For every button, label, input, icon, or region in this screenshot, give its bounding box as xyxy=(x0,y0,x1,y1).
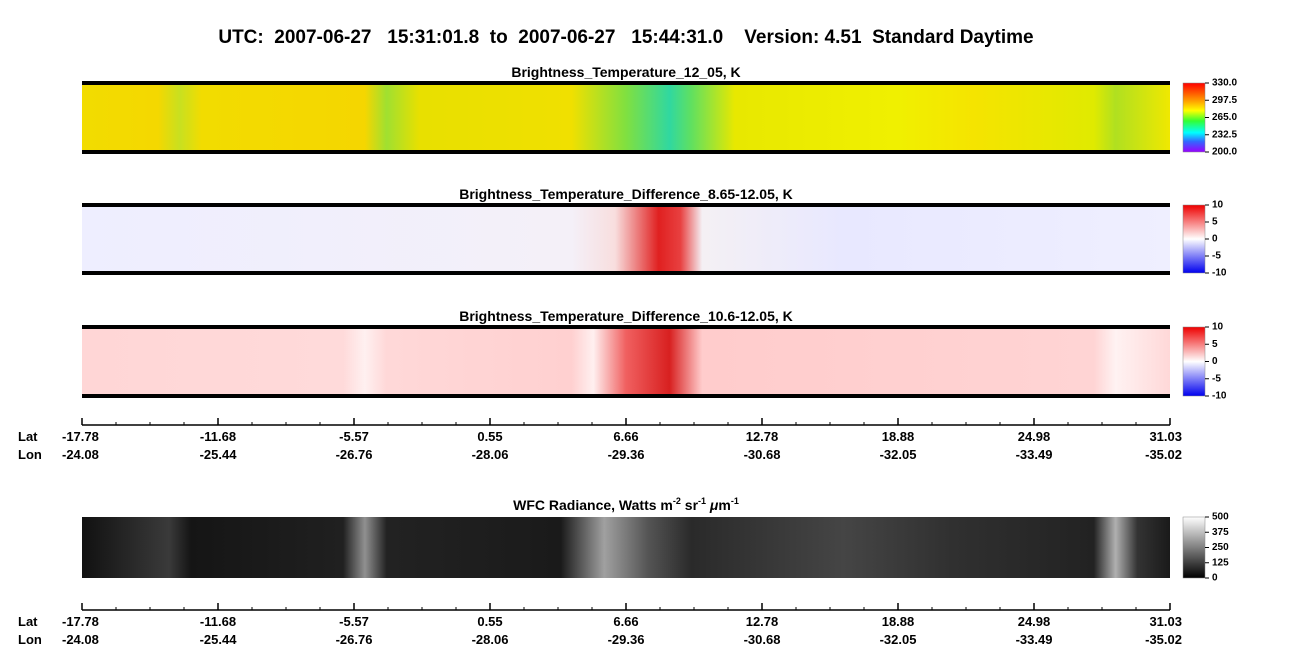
lon-tick-label: -32.05 xyxy=(880,632,917,647)
lon-tick-label: -33.49 xyxy=(1016,447,1053,462)
colorbar-tick-label: 297.5 xyxy=(1212,95,1237,106)
colorbar-tick-label: 200.0 xyxy=(1212,147,1237,158)
lat-tick-label: 18.88 xyxy=(882,614,915,629)
lat-tick-label: -5.57 xyxy=(339,614,369,629)
colorbar-tick-label: 5 xyxy=(1212,217,1218,228)
panel-title: Brightness_Temperature_12_05, K xyxy=(511,64,740,80)
swath-edge xyxy=(82,203,1170,207)
lon-label: Lon xyxy=(18,632,42,647)
page-title: UTC: 2007-06-27 15:31:01.8 to 2007-06-27… xyxy=(218,27,1033,48)
lon-label: Lon xyxy=(18,447,42,462)
swath-edge xyxy=(82,271,1170,275)
title-sup: -1 xyxy=(731,496,739,506)
colorbar-tick-label: -10 xyxy=(1212,391,1227,402)
colorbar-tick-label: 232.5 xyxy=(1212,129,1237,140)
title-sup: -2 xyxy=(673,496,681,506)
lon-tick-label: -30.68 xyxy=(744,632,781,647)
swath-image xyxy=(82,327,1170,396)
lat-tick-label: 24.98 xyxy=(1018,429,1051,444)
lon-tick-label: -32.05 xyxy=(880,447,917,462)
colorbar-tick-label: 250 xyxy=(1212,542,1229,553)
lon-tick-label: -35.02 xyxy=(1145,632,1182,647)
lat-tick-label: 24.98 xyxy=(1018,614,1051,629)
colorbar xyxy=(1182,516,1206,579)
lat-tick-label: 12.78 xyxy=(746,429,779,444)
lon-tick-label: -28.06 xyxy=(472,632,509,647)
colorbar-tick-label: -5 xyxy=(1212,251,1221,262)
colorbar-tick-label: -5 xyxy=(1212,373,1221,384)
panel-title: Brightness_Temperature_Difference_8.65-1… xyxy=(459,186,793,202)
title-part: sr xyxy=(681,497,699,513)
lat-tick-label: -5.57 xyxy=(339,429,369,444)
swath-edge xyxy=(82,325,1170,329)
lat-tick-label: 12.78 xyxy=(746,614,779,629)
colorbar-tick-label: 265.0 xyxy=(1212,112,1237,123)
lat-tick-label: 6.66 xyxy=(613,429,638,444)
colorbar-tick-label: 500 xyxy=(1212,512,1229,523)
lat-tick-label: 18.88 xyxy=(882,429,915,444)
swath-image xyxy=(82,517,1170,578)
lon-tick-label: -24.08 xyxy=(62,632,99,647)
swath-edge xyxy=(82,394,1170,398)
lat-tick-label: 0.55 xyxy=(477,614,502,629)
colorbar-tick-label: 375 xyxy=(1212,527,1229,538)
colorbar-tick-label: 0 xyxy=(1212,573,1218,584)
lat-tick-label: 31.03 xyxy=(1149,429,1182,444)
lon-tick-label: -26.76 xyxy=(336,632,373,647)
swath-edge xyxy=(82,81,1170,85)
colorbar-tick-label: 0 xyxy=(1212,356,1218,367)
colorbar-tick-label: 10 xyxy=(1212,322,1224,333)
colorbar xyxy=(1182,326,1206,397)
title-sup: -1 xyxy=(698,496,706,506)
lon-tick-label: -29.36 xyxy=(608,447,645,462)
lat-tick-label: -11.68 xyxy=(200,429,236,444)
lon-tick-label: -35.02 xyxy=(1145,447,1182,462)
colorbar-tick-label: 10 xyxy=(1212,200,1224,211)
lon-tick-label: -24.08 xyxy=(62,447,99,462)
lon-tick-label: -26.76 xyxy=(336,447,373,462)
colorbar-tick-label: -10 xyxy=(1212,268,1227,279)
lat-tick-label: 0.55 xyxy=(477,429,502,444)
lat-label: Lat xyxy=(18,614,38,629)
lat-tick-label: -17.78 xyxy=(62,429,99,444)
colorbar-tick-label: 0 xyxy=(1212,234,1218,245)
panel-title: Brightness_Temperature_Difference_10.6-1… xyxy=(459,308,793,324)
lat-tick-label: -11.68 xyxy=(200,614,236,629)
swath-image xyxy=(82,205,1170,273)
title-part: m xyxy=(718,497,730,513)
title-part: WFC Radiance, Watts m xyxy=(513,497,673,513)
colorbar-tick-label: 125 xyxy=(1212,557,1229,568)
colorbar-tick-label: 5 xyxy=(1212,339,1218,350)
lon-tick-label: -25.44 xyxy=(200,447,238,462)
lon-tick-label: -33.49 xyxy=(1016,632,1053,647)
lon-tick-label: -28.06 xyxy=(472,447,509,462)
panel-title: WFC Radiance, Watts m-2 sr-1 μm-1 xyxy=(513,496,739,513)
swath-image xyxy=(82,83,1170,152)
colorbar xyxy=(1182,204,1206,274)
colorbar-tick-label: 330.0 xyxy=(1212,78,1237,89)
lat-tick-label: 31.03 xyxy=(1149,614,1182,629)
lat-label: Lat xyxy=(18,429,38,444)
title-part: μ xyxy=(709,497,719,513)
lon-tick-label: -25.44 xyxy=(200,632,238,647)
lat-tick-label: -17.78 xyxy=(62,614,99,629)
swath-edge xyxy=(82,150,1170,154)
colorbar xyxy=(1182,82,1206,153)
lon-tick-label: -30.68 xyxy=(744,447,781,462)
lon-tick-label: -29.36 xyxy=(608,632,645,647)
lat-tick-label: 6.66 xyxy=(613,614,638,629)
